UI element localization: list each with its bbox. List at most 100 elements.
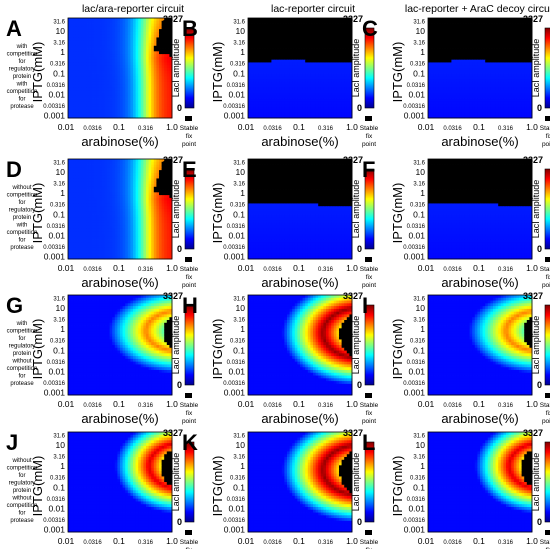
y-tick-label: 3.16 xyxy=(53,455,65,461)
colorbar-label: LacI amplitude xyxy=(171,39,181,98)
y-tick-label: 0.0316 xyxy=(227,360,246,366)
y-tick-label: 0.00316 xyxy=(223,104,245,110)
stable-fix-point-label: point xyxy=(362,141,376,148)
y-axis-label: IPTG(mM) xyxy=(210,456,225,517)
stable-fix-point-label: fix xyxy=(546,547,550,549)
y-tick-label: 3.16 xyxy=(53,182,65,188)
row-label-4: withoutcompetitionforregulatoryproteinwi… xyxy=(7,458,38,524)
colorbar xyxy=(364,304,375,386)
colorbar-min-label: 0 xyxy=(537,380,542,390)
y-tick-label: 0.00316 xyxy=(403,381,425,387)
y-axis-label: IPTG(mM) xyxy=(30,456,45,517)
y-axis-label: IPTG(mM) xyxy=(390,183,405,244)
row-label-line: regulatory xyxy=(9,208,36,214)
row-label-line: competition xyxy=(7,503,38,509)
y-tick-label: 0.0316 xyxy=(227,224,246,230)
x-tick-label: 0.316 xyxy=(498,540,514,546)
y-axis-label: IPTG(mM) xyxy=(210,183,225,244)
y-tick-label: 1 xyxy=(240,324,245,334)
y-tick-label: 31.6 xyxy=(233,161,245,167)
y-tick-label: 10 xyxy=(416,167,426,177)
colorbar-max-label: 3327 xyxy=(163,291,183,301)
y-tick-label: 0.00316 xyxy=(223,518,245,524)
panel-letter: D xyxy=(6,157,22,182)
y-tick-label: 0.00316 xyxy=(403,518,425,524)
x-tick-label: 0.01 xyxy=(58,536,75,546)
row-label-2: withoutcompetitionforregulatoryproteinwi… xyxy=(7,185,38,251)
heatmap xyxy=(428,432,533,533)
y-tick-label: 0.01 xyxy=(408,230,425,240)
row-label-line: competition xyxy=(7,366,38,372)
stable-fix-point-label: Stable xyxy=(360,266,379,273)
stable-fix-point-label: point xyxy=(542,282,550,289)
colorbar-min-label: 0 xyxy=(177,517,182,527)
heatmap xyxy=(248,18,353,119)
colorbar-label: LacI amplitude xyxy=(351,180,361,239)
colorbar-min-label: 0 xyxy=(357,244,362,254)
heatmap xyxy=(68,432,173,533)
y-axis-label: IPTG(mM) xyxy=(30,319,45,380)
y-tick-label: 0.0316 xyxy=(47,497,66,503)
stable-fix-point-swatch xyxy=(185,530,192,535)
panel-h: H 31.6103.1610.3160.10.03160.010.003160.0… xyxy=(182,291,379,426)
heatmap xyxy=(68,159,173,260)
stable-fix-point-label: point xyxy=(182,418,196,425)
y-tick-label: 0.1 xyxy=(233,482,245,492)
y-tick-label: 0.0316 xyxy=(227,497,246,503)
stable-fix-point-label: Stable xyxy=(540,266,550,273)
x-tick-label: 0.316 xyxy=(318,540,334,546)
plot-frame xyxy=(247,158,353,260)
row-label-line: protein xyxy=(13,74,31,80)
plot-frame xyxy=(67,17,173,119)
y-tick-label: 0.00316 xyxy=(43,245,65,251)
y-tick-label: 10 xyxy=(236,440,246,450)
row-label-line: competition xyxy=(7,466,38,472)
stable-fix-point-label: Stable xyxy=(540,125,550,132)
colorbar xyxy=(364,168,375,250)
x-tick-label: 0.1 xyxy=(293,263,305,273)
colorbar-max-label: 3327 xyxy=(163,155,183,165)
stable-fix-point-label: point xyxy=(542,418,550,425)
plot-frame xyxy=(247,17,353,119)
stable-fix-point-swatch xyxy=(185,393,192,398)
y-tick-label: 0.1 xyxy=(233,209,245,219)
stable-fix-point-label: Stable xyxy=(360,402,379,409)
row-label-line: for xyxy=(18,374,25,380)
x-tick-label: 0.1 xyxy=(113,122,125,132)
colorbar-max-label: 3327 xyxy=(523,428,543,438)
y-tick-label: 0.316 xyxy=(230,339,246,345)
x-axis-label: arabinose(%) xyxy=(81,275,158,290)
y-tick-label: 0.316 xyxy=(230,62,246,68)
row-label-line: for xyxy=(18,97,25,103)
stable-fix-point-label: fix xyxy=(546,133,550,140)
panel-letter: F xyxy=(362,157,375,182)
y-tick-label: 0.001 xyxy=(404,252,426,262)
y-tick-label: 31.6 xyxy=(413,161,425,167)
plot-frame xyxy=(247,431,353,533)
x-tick-label: 0.0316 xyxy=(263,540,282,546)
heatmap xyxy=(248,159,353,260)
y-tick-label: 10 xyxy=(416,26,426,36)
y-tick-label: 0.01 xyxy=(408,89,425,99)
y-tick-label: 1 xyxy=(420,461,425,471)
y-tick-label: 0.001 xyxy=(44,111,66,121)
row-label-line: protease xyxy=(10,104,34,110)
y-tick-label: 10 xyxy=(236,26,246,36)
colorbar xyxy=(544,27,550,109)
x-tick-label: 1.0 xyxy=(526,122,538,132)
stable-fix-point-swatch xyxy=(185,257,192,262)
y-tick-label: 3.16 xyxy=(413,455,425,461)
y-axis-label: IPTG(mM) xyxy=(390,456,405,517)
stable-fix-point-label: Stable xyxy=(180,539,199,546)
x-tick-label: 1.0 xyxy=(166,263,178,273)
y-tick-label: 0.1 xyxy=(53,482,65,492)
row-label-1: withcompetitionforregulatoryproteinwithc… xyxy=(7,44,38,110)
colorbar xyxy=(184,168,195,250)
y-tick-label: 0.01 xyxy=(228,230,245,240)
y-tick-label: 1 xyxy=(60,47,65,57)
x-tick-label: 0.01 xyxy=(58,263,75,273)
panel-letter: I xyxy=(362,293,368,318)
colorbar xyxy=(544,168,550,250)
y-tick-label: 0.1 xyxy=(413,482,425,492)
y-axis-label: IPTG(mM) xyxy=(30,183,45,244)
